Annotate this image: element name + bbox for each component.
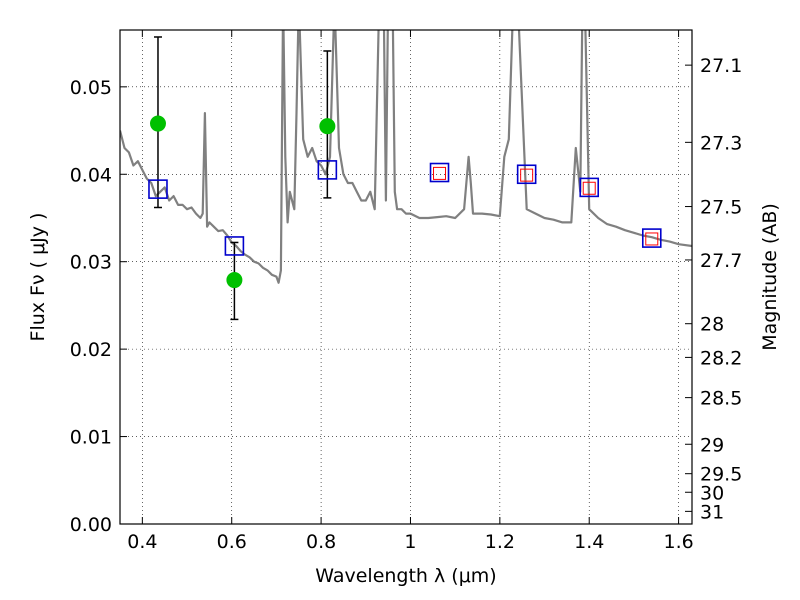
spectrum-line [120, 30, 692, 284]
right-tick-label: 30 [700, 482, 724, 504]
inner-marker-point [645, 232, 659, 246]
inner-marker-point [520, 168, 534, 182]
plot-frame [119, 29, 693, 525]
right-tick-label: 28.5 [700, 388, 742, 410]
model-photometry-point [148, 179, 168, 199]
x-axis-label: Wavelength λ (μm) [315, 565, 496, 587]
x-tick-label: 0.6 [217, 531, 247, 553]
right-tick-label: 31 [700, 501, 724, 523]
y-axis-label: Flux Fν ( μJy ) [27, 213, 49, 342]
right-tick-label: 27.7 [700, 250, 742, 272]
y-tick-label: 0.00 [70, 514, 112, 536]
x-tick-label: 0.4 [127, 531, 157, 553]
inner-marker-point [582, 181, 596, 195]
y-tick-label: 0.05 [70, 77, 112, 99]
right-tick-label: 27.5 [700, 197, 742, 219]
right-tick-label: 27.3 [700, 132, 742, 154]
y-tick-label: 0.01 [70, 427, 112, 449]
model-photometry-point [641, 228, 662, 248]
observed-point [226, 272, 243, 289]
right-tick-label: 29.5 [700, 464, 742, 486]
right-tick-label: 28 [700, 314, 724, 336]
y-tick-label: 0.02 [70, 339, 112, 361]
right-tick-label: 28.2 [700, 347, 742, 369]
x-tick-label: 1 [404, 531, 416, 553]
errorbars [153, 36, 332, 321]
x-tick-label: 0.8 [306, 531, 336, 553]
model-photometry-point [224, 236, 245, 256]
model-photometry-point [429, 162, 450, 183]
model-photometry-point [579, 177, 600, 198]
x-tick-label: 1.2 [485, 531, 515, 553]
model-photometry-point [516, 164, 537, 185]
grid-lines [120, 30, 692, 525]
right-tick-label: 27.1 [700, 55, 742, 77]
observed-point [149, 115, 166, 132]
y-tick-label: 0.03 [70, 252, 112, 274]
model-photometry-point [317, 160, 338, 180]
axis-ticks: 0.4 0.6 0.8 1 1.2 1.4 1.6 0.00 0.01 0.02 0.03 0.04 0… [70, 30, 742, 553]
right-tick-label: 29 [700, 434, 724, 456]
observed-point [319, 118, 336, 135]
x-tick-label: 1.4 [574, 531, 604, 553]
inner-marker-point [433, 166, 447, 180]
x-tick-label: 1.6 [663, 531, 693, 553]
photometry-markers [148, 115, 662, 289]
y-tick-label: 0.04 [70, 164, 112, 186]
right-axis-label: Magnitude (AB) [759, 203, 781, 351]
spectrum-series [120, 30, 692, 284]
